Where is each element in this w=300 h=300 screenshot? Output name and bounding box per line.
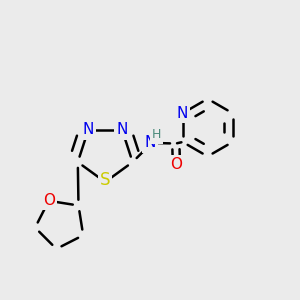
Text: S: S (100, 171, 110, 189)
Text: O: O (43, 193, 55, 208)
Text: N: N (116, 122, 128, 137)
Text: N: N (177, 106, 188, 121)
Text: N: N (82, 122, 94, 137)
Text: O: O (170, 157, 182, 172)
Text: H: H (152, 128, 161, 141)
Text: N: N (145, 135, 156, 150)
